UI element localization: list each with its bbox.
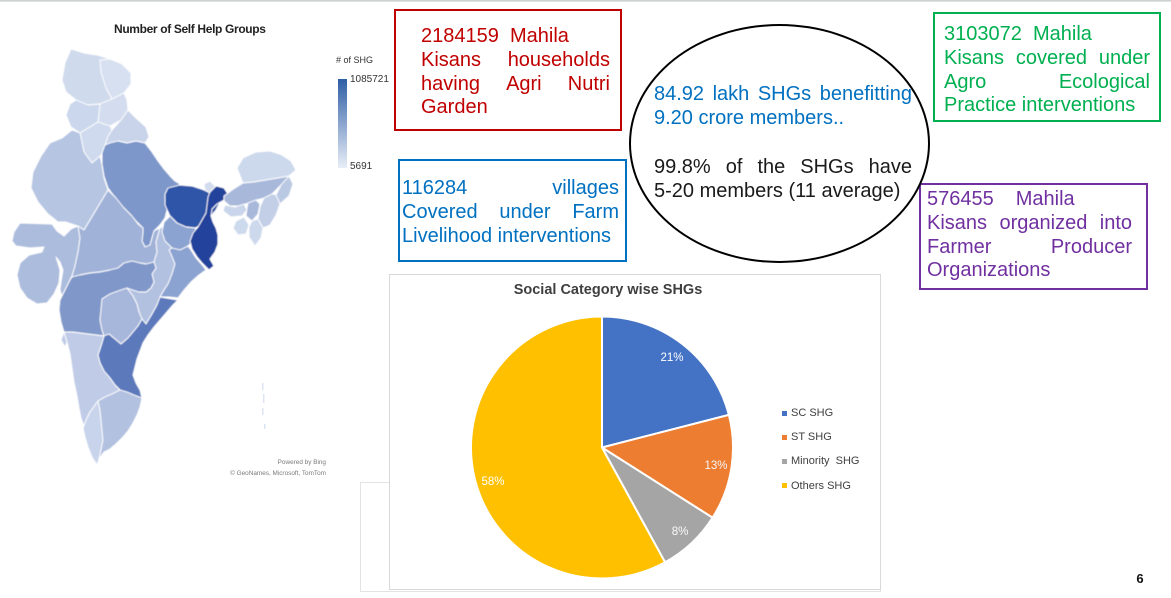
svg-text:8%: 8% <box>672 526 689 538</box>
svg-text:21%: 21% <box>660 352 683 364</box>
svg-text:13%: 13% <box>704 460 727 472</box>
svg-text:58%: 58% <box>481 476 504 488</box>
